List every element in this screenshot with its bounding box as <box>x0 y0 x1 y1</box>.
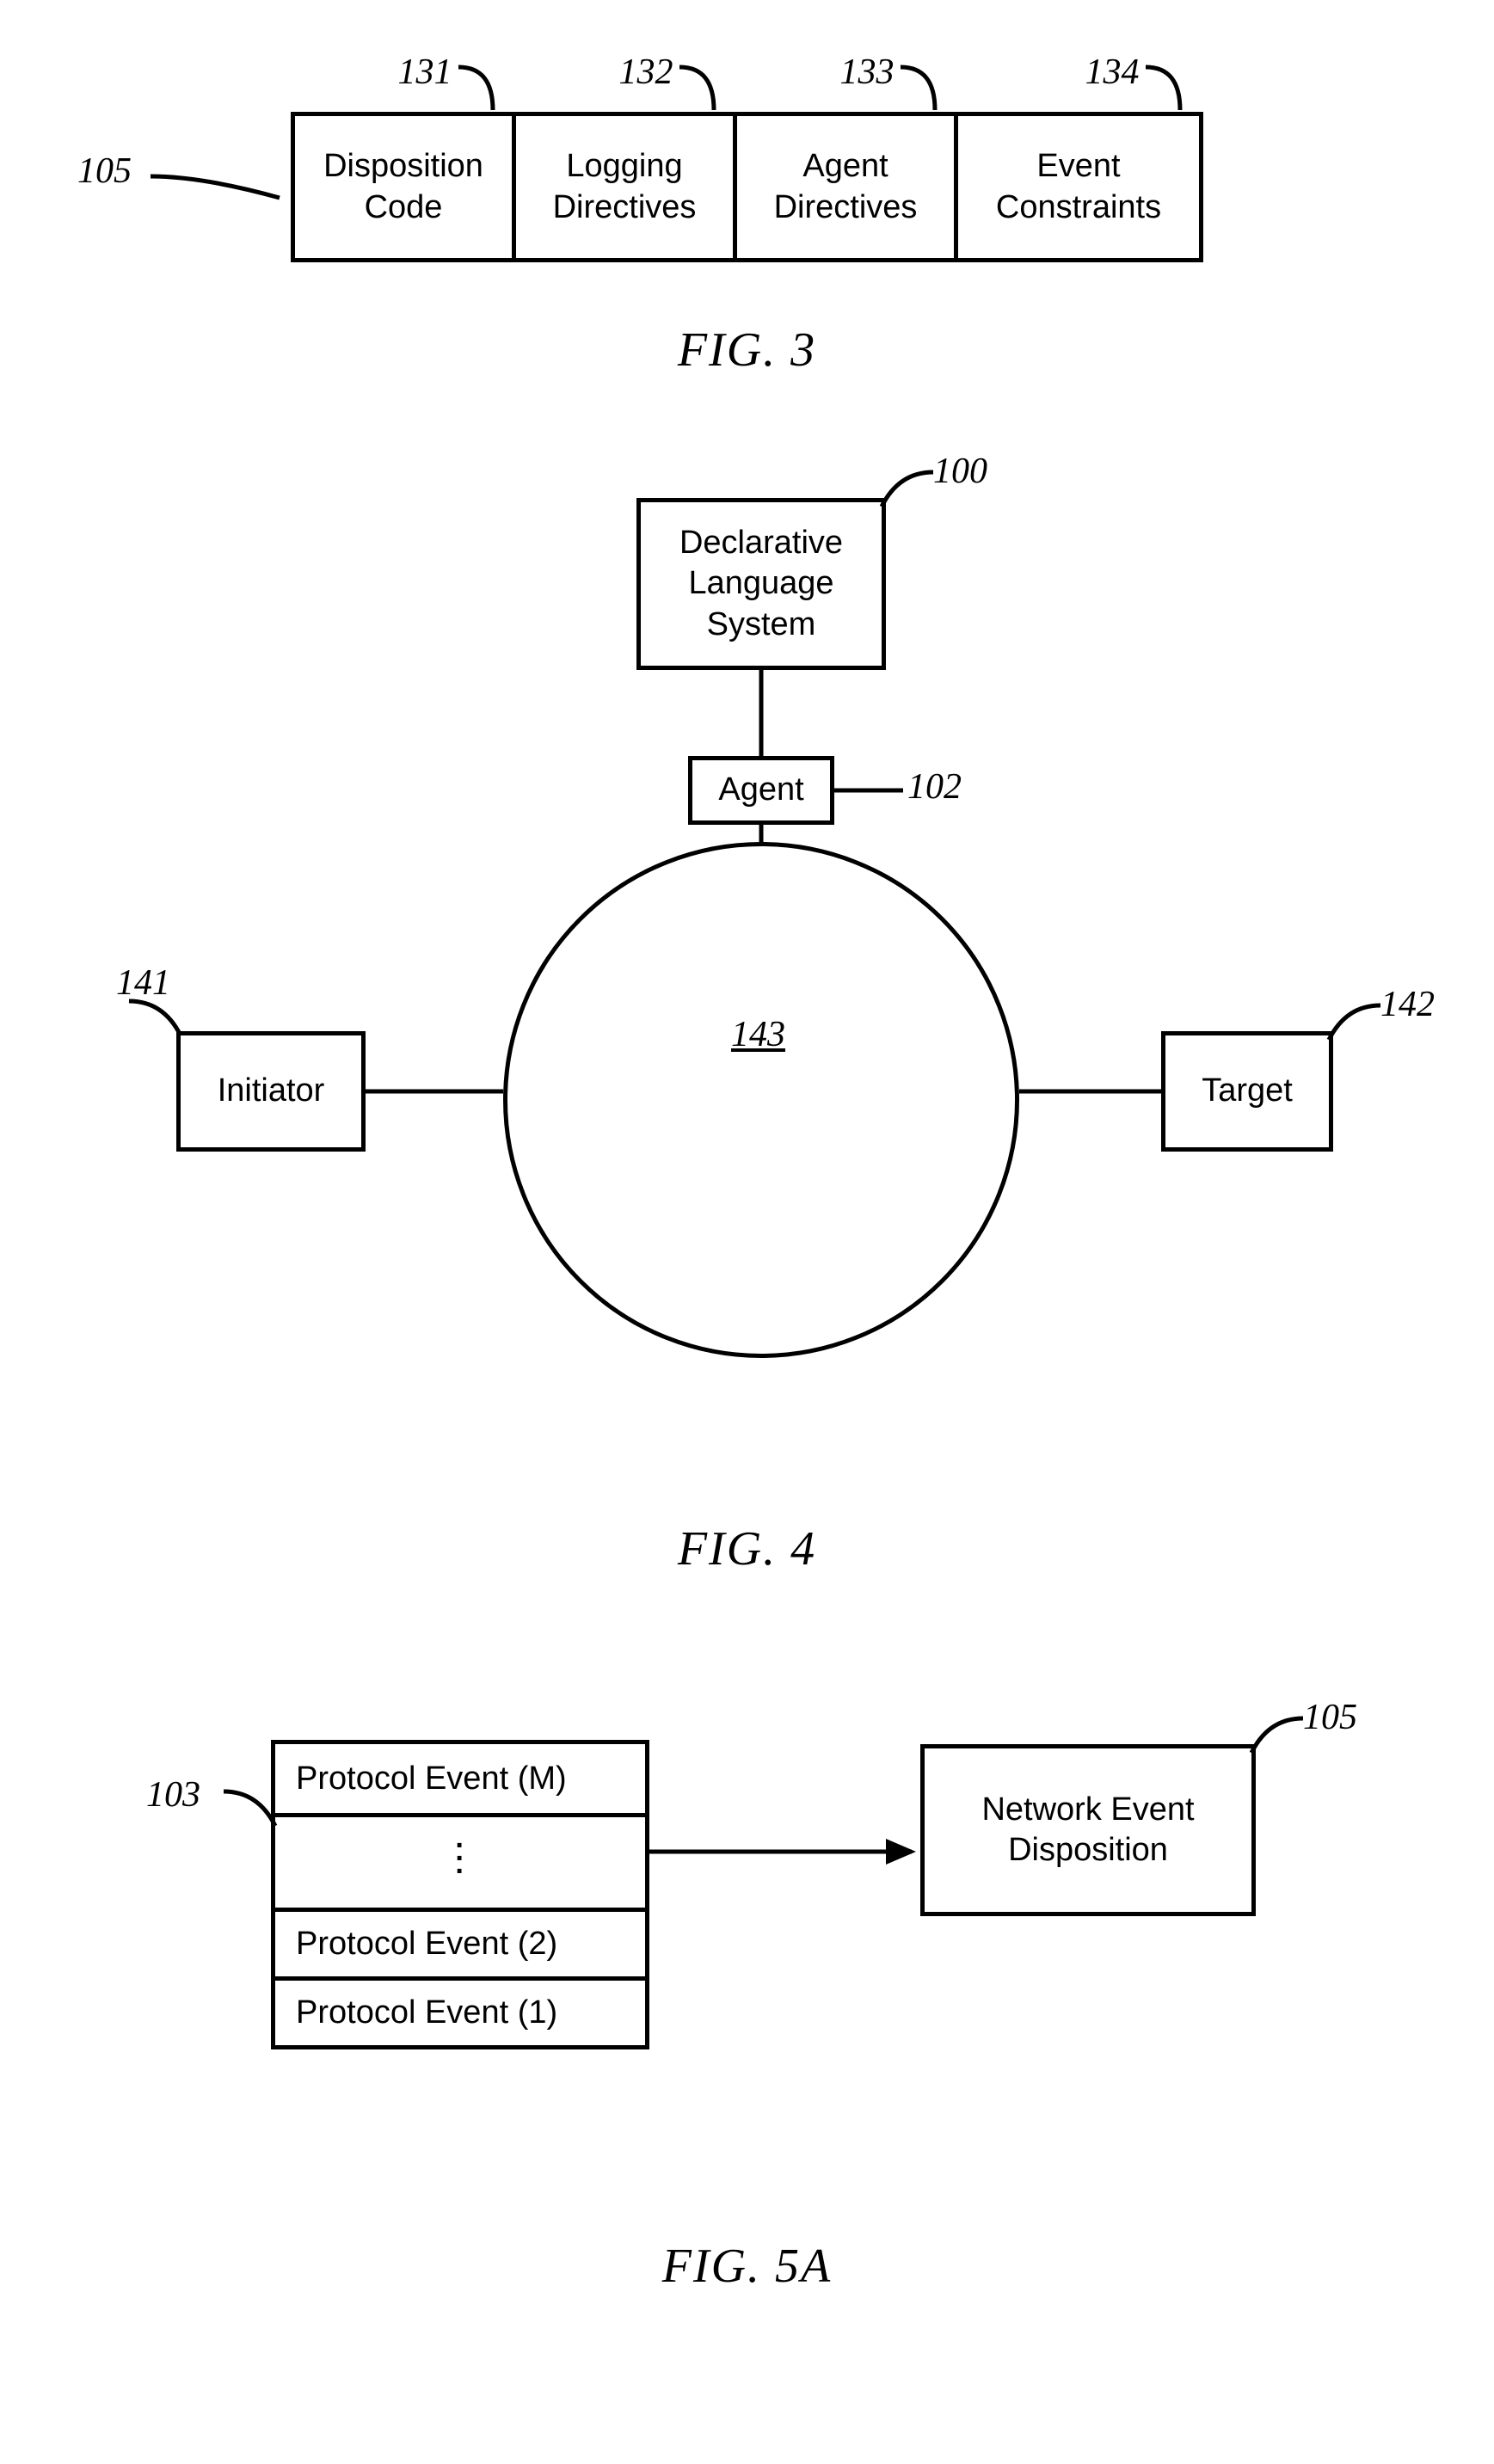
fig3-cell-1: LoggingDirectives <box>512 112 737 262</box>
fig3-caption: FIG. 3 <box>34 323 1460 378</box>
leader-132 <box>679 67 731 114</box>
ref-133: 133 <box>840 52 895 93</box>
ref-134: 134 <box>1085 52 1140 93</box>
fig4-container: DeclarativeLanguageSystem 100 Agent 102 … <box>34 498 1460 1461</box>
ref-100: 100 <box>933 451 987 492</box>
leader-134 <box>1146 67 1197 114</box>
ref-131: 131 <box>398 52 452 93</box>
figure-5a: Protocol Event (M)···Protocol Event (2)P… <box>34 1697 1460 2294</box>
fig3-container: 105 DispositionCodeLoggingDirectivesAgen… <box>34 52 1460 262</box>
fig4-connectors <box>34 498 1460 1461</box>
fig3-cell-3: EventConstraints <box>954 112 1203 262</box>
leader-133 <box>901 67 952 114</box>
fig3-cell-0: DispositionCode <box>291 112 516 262</box>
figure-4: DeclarativeLanguageSystem 100 Agent 102 … <box>34 498 1460 1576</box>
fig4-caption: FIG. 4 <box>34 1521 1460 1576</box>
figure-3: 105 DispositionCodeLoggingDirectivesAgen… <box>34 52 1460 378</box>
fig3-row: DispositionCodeLoggingDirectivesAgentDir… <box>291 112 1203 262</box>
leader-131 <box>458 67 510 114</box>
arrow-stack-to-disposition <box>34 1697 1460 2178</box>
leader-105 <box>151 155 280 215</box>
fig5a-container: Protocol Event (M)···Protocol Event (2)P… <box>34 1697 1460 2178</box>
ref-105: 105 <box>77 151 132 192</box>
ref-132: 132 <box>619 52 673 93</box>
fig3-cell-2: AgentDirectives <box>733 112 958 262</box>
fig5a-caption: FIG. 5A <box>34 2239 1460 2294</box>
